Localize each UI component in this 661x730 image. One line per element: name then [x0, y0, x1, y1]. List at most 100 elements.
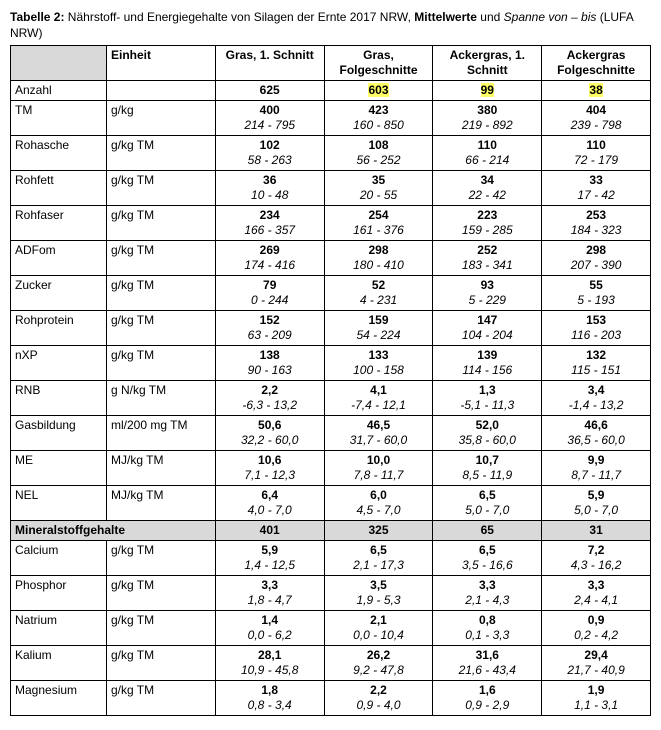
- range-value: 161 - 376: [329, 223, 429, 238]
- value-cell: 1,60,9 - 2,9: [433, 681, 542, 716]
- row-unit: g/kg TM: [107, 346, 216, 381]
- row-unit: g/kg TM: [107, 136, 216, 171]
- row-label: Kalium: [11, 646, 107, 681]
- value-cell: 46,531,7 - 60,0: [324, 416, 433, 451]
- value-cell: 3,32,1 - 4,3: [433, 576, 542, 611]
- mean-value: 139: [437, 348, 537, 363]
- mean-value: 0,8: [437, 613, 537, 628]
- row-label: Zucker: [11, 276, 107, 311]
- value-cell: 10258 - 263: [215, 136, 324, 171]
- range-value: 54 - 224: [329, 328, 429, 343]
- value-cell: 28,110,9 - 45,8: [215, 646, 324, 681]
- mean-value: 110: [546, 138, 646, 153]
- mean-value: 298: [546, 243, 646, 258]
- mean-value: 36: [220, 173, 320, 188]
- mean-value: 0,9: [546, 613, 646, 628]
- header-blank: [11, 46, 107, 81]
- range-value: 0,0 - 6,2: [220, 628, 320, 643]
- value-cell: 6,55,0 - 7,0: [433, 486, 542, 521]
- caption-bold: Mittelwerte: [414, 10, 477, 24]
- value-cell: 0,80,1 - 3,3: [433, 611, 542, 646]
- table-row: Calciumg/kg TM5,91,4 - 12,56,52,1 - 17,3…: [11, 541, 651, 576]
- range-value: 1,9 - 5,3: [329, 593, 429, 608]
- value-cell: 6,04,5 - 7,0: [324, 486, 433, 521]
- mean-value: 603: [329, 83, 429, 98]
- value-cell: 603: [324, 81, 433, 101]
- range-value: 2,4 - 4,1: [546, 593, 646, 608]
- row-label: Magnesium: [11, 681, 107, 716]
- value-cell: 139114 - 156: [433, 346, 542, 381]
- value-cell: 3,51,9 - 5,3: [324, 576, 433, 611]
- value-cell: 99: [433, 81, 542, 101]
- range-value: 174 - 416: [220, 258, 320, 273]
- row-unit: g/kg TM: [107, 276, 216, 311]
- mean-value: 138: [220, 348, 320, 363]
- mean-value: 404: [546, 103, 646, 118]
- value-cell: 524 - 231: [324, 276, 433, 311]
- range-value: 166 - 357: [220, 223, 320, 238]
- row-label: Rohfett: [11, 171, 107, 206]
- mean-value: 2,1: [329, 613, 429, 628]
- range-value: 3,5 - 16,6: [437, 558, 537, 573]
- mean-value: 46,5: [329, 418, 429, 433]
- table-row: ADFomg/kg TM269174 - 416298180 - 4102521…: [11, 241, 651, 276]
- value-cell: 38: [542, 81, 651, 101]
- range-value: 8,5 - 11,9: [437, 468, 537, 483]
- mean-value: 254: [329, 208, 429, 223]
- value-cell: 253184 - 323: [542, 206, 651, 241]
- mean-value: 3,5: [329, 578, 429, 593]
- table-row: Rohfaserg/kg TM234166 - 357254161 - 3762…: [11, 206, 651, 241]
- mean-value: 55: [546, 278, 646, 293]
- row-unit: g/kg TM: [107, 311, 216, 346]
- value-cell: 29,421,7 - 40,9: [542, 646, 651, 681]
- range-value: 0 - 244: [220, 293, 320, 308]
- mean-value: 29,4: [546, 648, 646, 663]
- mean-value: 6,5: [437, 543, 537, 558]
- mean-value: 625: [220, 83, 320, 98]
- mean-value: 3,3: [546, 578, 646, 593]
- table-row: Anzahl 625 603 9938: [11, 81, 651, 101]
- value-cell: 4,1-7,4 - 12,1: [324, 381, 433, 416]
- value-cell: 15263 - 209: [215, 311, 324, 346]
- row-unit: g/kg TM: [107, 241, 216, 276]
- value-cell: 1,80,8 - 3,4: [215, 681, 324, 716]
- mean-value: 10,6: [220, 453, 320, 468]
- row-unit: g/kg TM: [107, 541, 216, 576]
- table-row: Rohascheg/kg TM10258 - 26310856 - 252110…: [11, 136, 651, 171]
- table-caption: Tabelle 2: Nährstoff- und Energiegehalte…: [10, 10, 651, 41]
- value-cell: 400214 - 795: [215, 101, 324, 136]
- value-cell: 6,44,0 - 7,0: [215, 486, 324, 521]
- row-label: Calcium: [11, 541, 107, 576]
- mean-value: 3,3: [220, 578, 320, 593]
- range-value: 56 - 252: [329, 153, 429, 168]
- section-label: Mineralstoffgehalte: [11, 521, 216, 541]
- row-label: Rohasche: [11, 136, 107, 171]
- mean-value: 152: [220, 313, 320, 328]
- row-label: Anzahl: [11, 81, 107, 101]
- mean-value: 6,5: [329, 543, 429, 558]
- table-row: MEMJ/kg TM10,67,1 - 12,310,07,8 - 11,710…: [11, 451, 651, 486]
- row-unit: g/kg TM: [107, 646, 216, 681]
- mean-value: 3,3: [437, 578, 537, 593]
- row-unit: g N/kg TM: [107, 381, 216, 416]
- value-cell: 52,035,8 - 60,0: [433, 416, 542, 451]
- mean-value: 2,2: [329, 683, 429, 698]
- row-unit: g/kg TM: [107, 576, 216, 611]
- range-value: 36,5 - 60,0: [546, 433, 646, 448]
- section-count: 325: [324, 521, 433, 541]
- mean-value: 110: [437, 138, 537, 153]
- value-cell: 3,4-1,4 - 13,2: [542, 381, 651, 416]
- value-cell: 10,78,5 - 11,9: [433, 451, 542, 486]
- mean-value: 46,6: [546, 418, 646, 433]
- mean-value: 5,9: [220, 543, 320, 558]
- mean-value: 31,6: [437, 648, 537, 663]
- value-cell: 153116 - 203: [542, 311, 651, 346]
- value-cell: 404239 - 798: [542, 101, 651, 136]
- value-cell: 50,632,2 - 60,0: [215, 416, 324, 451]
- range-value: 21,6 - 43,4: [437, 663, 537, 678]
- mean-value: 79: [220, 278, 320, 293]
- range-value: 184 - 323: [546, 223, 646, 238]
- value-cell: 31,621,6 - 43,4: [433, 646, 542, 681]
- value-cell: 7,24,3 - 16,2: [542, 541, 651, 576]
- table-row: Kaliumg/kg TM28,110,9 - 45,826,29,2 - 47…: [11, 646, 651, 681]
